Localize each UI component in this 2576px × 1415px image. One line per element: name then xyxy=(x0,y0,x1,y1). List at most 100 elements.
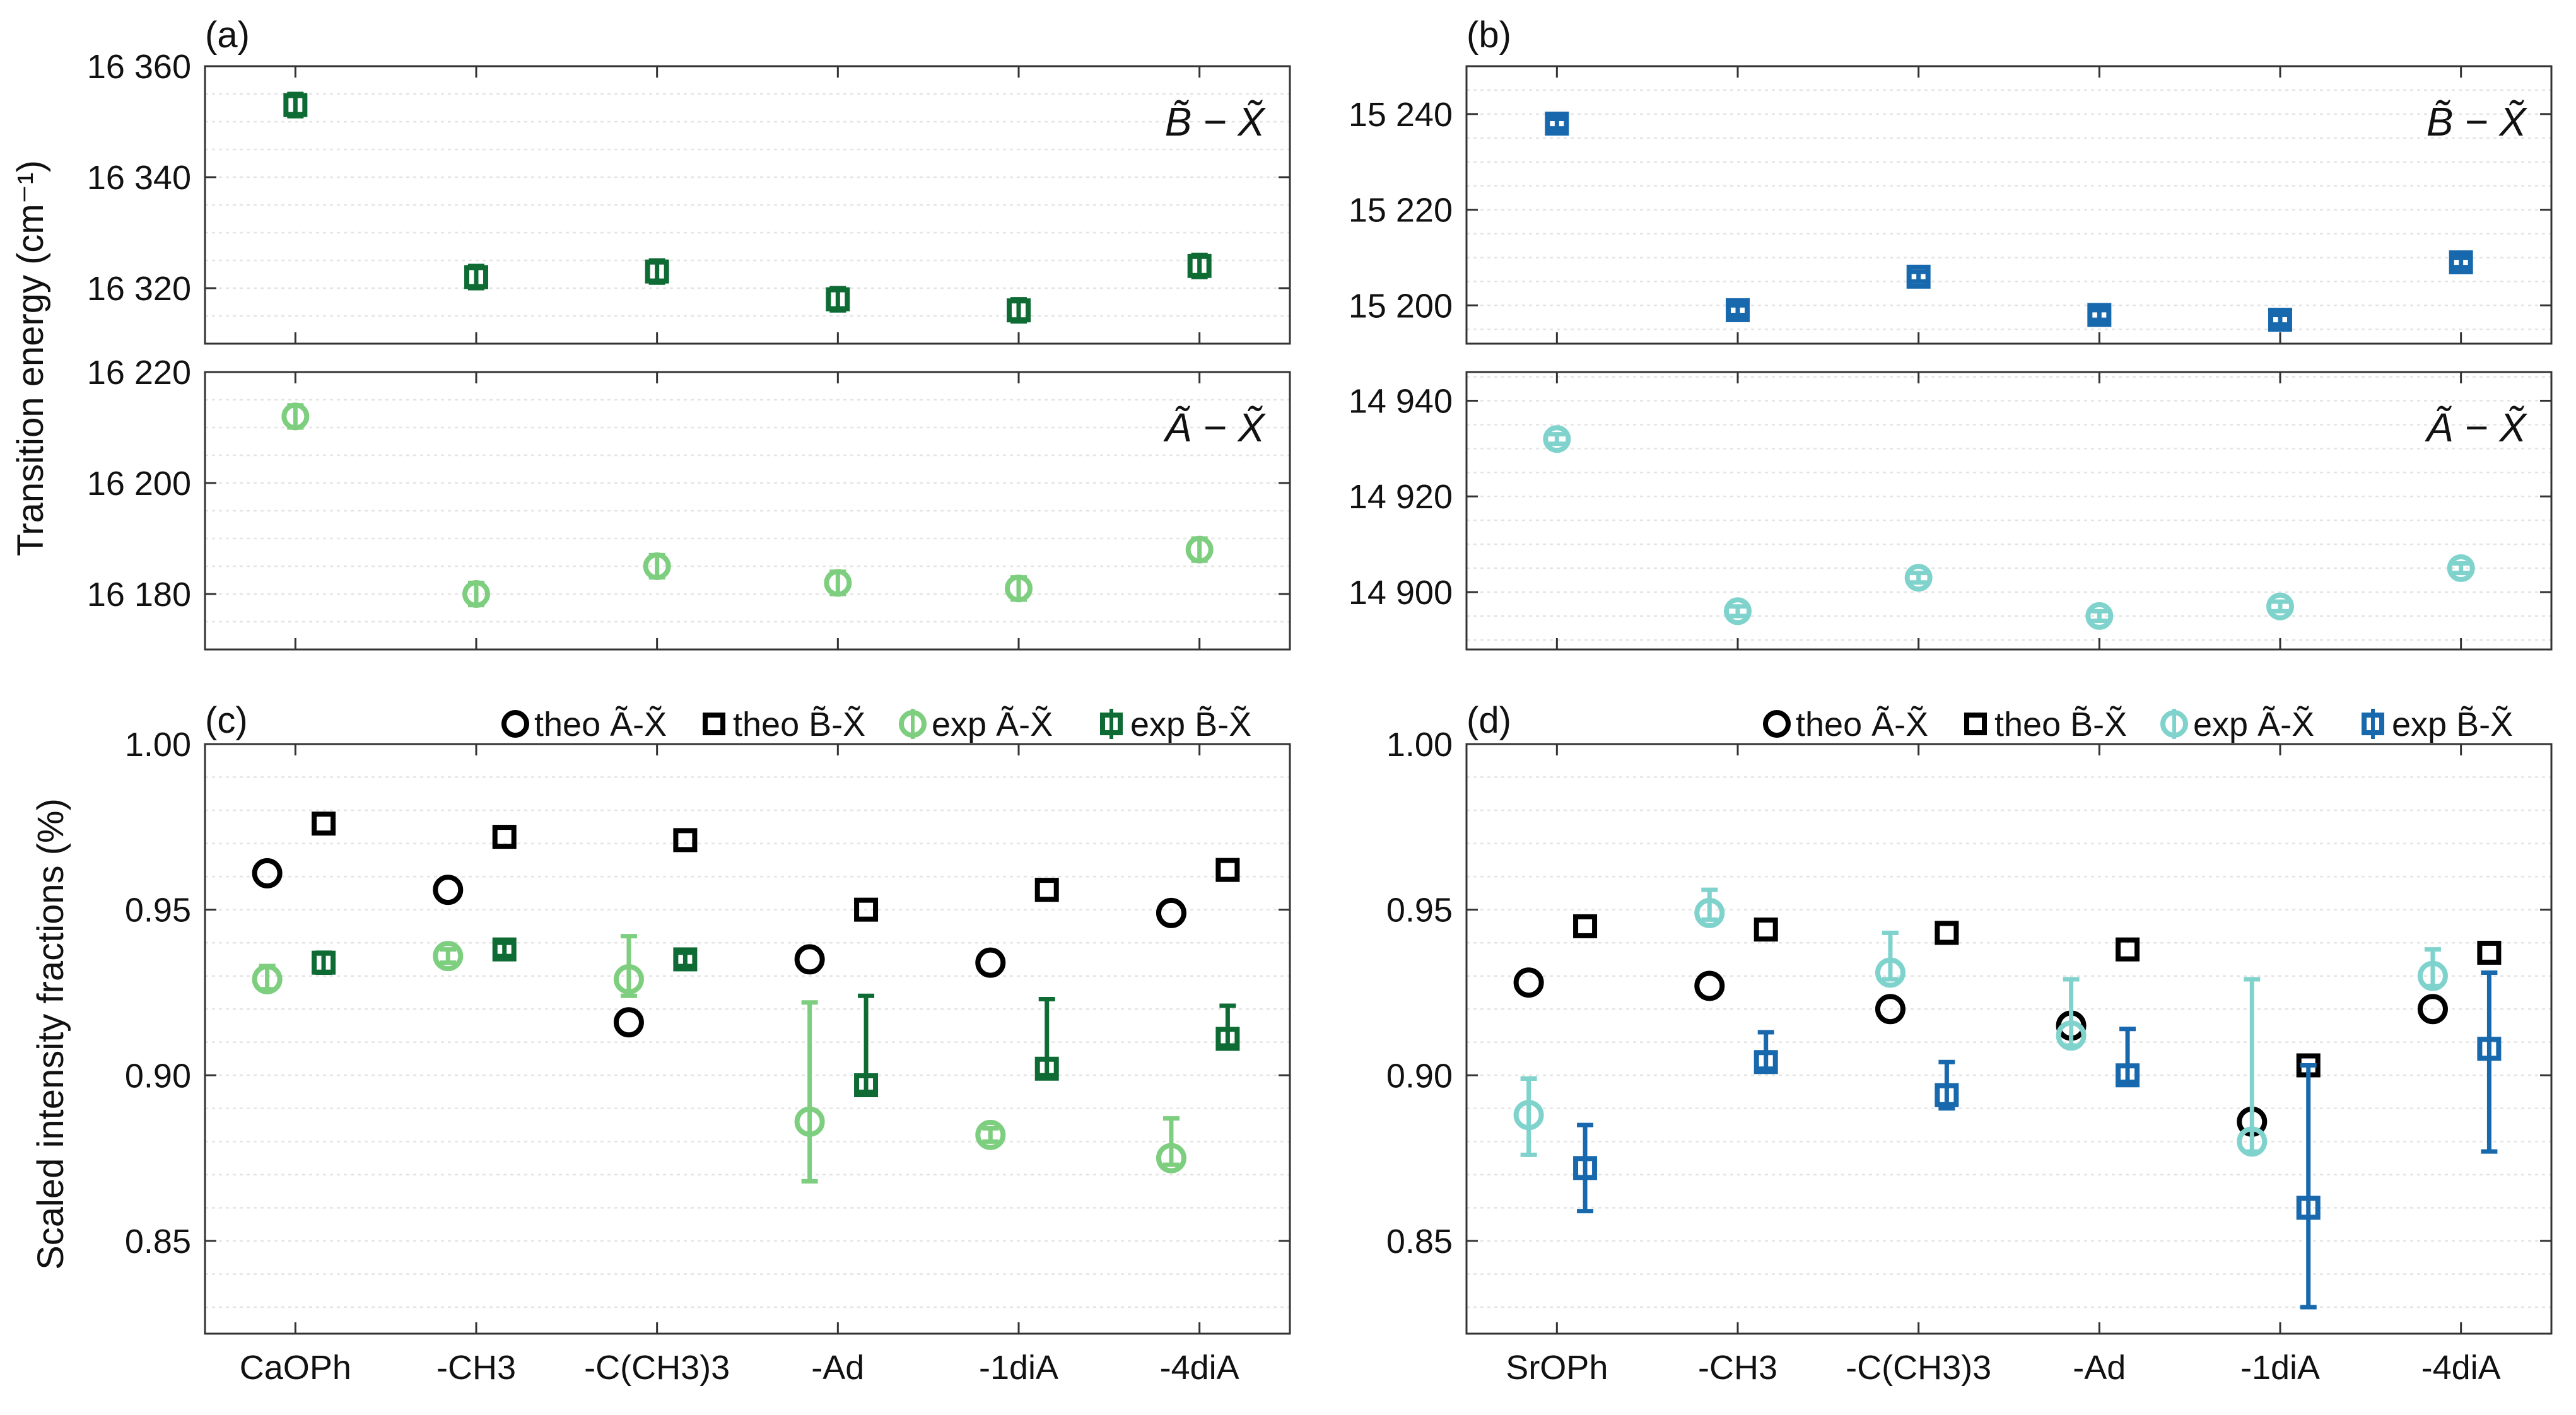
exp-B-point xyxy=(1007,298,1031,323)
exp-A-point xyxy=(794,1106,825,1137)
legend-label: theo B̃-X̃ xyxy=(733,706,865,743)
y-tick-label: 1.00 xyxy=(125,726,191,764)
exp-B-point xyxy=(464,265,488,289)
x-tick-label: -C(CH3)3 xyxy=(584,1349,730,1387)
theo-B-point xyxy=(1215,858,1240,882)
y-tick-label: 15 200 xyxy=(1349,287,1453,325)
exp-B-point xyxy=(2087,303,2112,327)
x-tick-label: -4diA xyxy=(2421,1349,2501,1387)
exp-A-point xyxy=(1724,597,1752,626)
y-tick-label: 16 180 xyxy=(87,576,191,614)
transition-annotation: Ã − X̃ xyxy=(1163,405,1267,450)
legend-marker xyxy=(1964,713,1987,735)
panel-b: (b) 15 200 15 220 15 240 B̃ − X̃ 14 900 14 920… xyxy=(1349,15,2553,651)
exp-A-point xyxy=(1694,897,1725,928)
subplot-a-1: 16 180 16 200 16 220 Ã − X̃ xyxy=(87,354,1291,651)
theo-A-point xyxy=(1513,967,1544,998)
theo-A-point xyxy=(2417,994,2448,1025)
exp-A-point xyxy=(1513,1100,1544,1131)
theo-B-point xyxy=(854,897,879,922)
y-tick-label: 16 320 xyxy=(87,270,191,308)
axes-box xyxy=(204,65,1291,345)
theo-B-point xyxy=(492,825,517,849)
y-tick-label: 16 200 xyxy=(87,465,191,503)
panel-label: (b) xyxy=(1467,15,1511,55)
y-tick-label: 15 220 xyxy=(1349,192,1453,230)
exp-A-point xyxy=(2237,1126,2268,1157)
theo-B-point xyxy=(1753,917,1778,942)
exp-B-point xyxy=(283,93,308,117)
legend-label: exp Ã-X̃ xyxy=(932,706,1053,743)
panel-label: (c) xyxy=(205,700,248,741)
exp-B-point xyxy=(2268,308,2292,332)
panel-label: (d) xyxy=(1467,700,1511,741)
series-0 xyxy=(1513,967,2448,1137)
exp-B-point xyxy=(1034,1056,1059,1081)
legend-marker xyxy=(899,710,927,738)
exp-B-point xyxy=(492,937,517,962)
legend-label: exp Ã-X̃ xyxy=(2193,706,2314,743)
theo-B-point xyxy=(312,812,336,836)
x-tick-label: -CH3 xyxy=(436,1349,516,1387)
exp-B-point xyxy=(673,947,698,972)
exp-A-point xyxy=(1875,957,1906,988)
exp-A-point xyxy=(975,1119,1006,1150)
y-tick-label: 0.90 xyxy=(1386,1057,1453,1095)
theo-A-point xyxy=(613,1007,644,1038)
y-tick-label: 0.95 xyxy=(125,892,191,929)
y-axis-label: Scaled intensity fractions (%) xyxy=(30,798,71,1270)
axes-box xyxy=(1465,65,2553,345)
theo-A-point xyxy=(975,947,1006,978)
exp-A-point xyxy=(1156,1143,1186,1173)
x-tick-label: -Ad xyxy=(811,1349,864,1387)
panel-label: (a) xyxy=(205,15,250,55)
axes-box xyxy=(1465,371,2553,651)
panel-c: (c) 0.85 0.90 0.95 1.00 CaOPh -CH3 -C(CH3)3 -Ad -… xyxy=(30,700,1291,1387)
exp-B-point xyxy=(1215,1027,1240,1051)
exp-A-point xyxy=(643,552,671,580)
y-tick-label: 1.00 xyxy=(1386,726,1453,764)
exp-B-point xyxy=(2449,250,2473,275)
legend-marker xyxy=(501,710,529,738)
y-tick-label: 16 220 xyxy=(87,354,191,392)
series-3 xyxy=(312,937,1240,1098)
exp-A-point xyxy=(1904,564,1933,592)
exp-A-point xyxy=(252,964,283,994)
exp-B-point xyxy=(1726,298,1750,322)
series-0 xyxy=(252,858,1186,1038)
legend: theo Ã-X̃ theo B̃-X̃ exp Ã-X̃ exp B̃-X̃ xyxy=(501,706,1251,743)
exp-B-point xyxy=(1935,1083,1959,1107)
legend-label: exp B̃-X̃ xyxy=(1130,706,1251,743)
exp-A-point xyxy=(824,569,852,597)
exp-A-point xyxy=(2085,602,2114,630)
theo-B-point xyxy=(2477,940,2502,965)
legend-label: exp B̃-X̃ xyxy=(2392,706,2513,743)
legend-marker xyxy=(1100,713,1123,735)
axes-box xyxy=(204,743,1291,1335)
panel-d: (d) 0.85 0.90 0.95 1.00 SrOPh -CH3 -C(CH3)3 -Ad -… xyxy=(1386,700,2553,1387)
exp-A-point xyxy=(2447,554,2475,583)
subplot-a-0: 16 320 16 340 16 360 B̃ − X̃ xyxy=(87,48,1291,345)
exp-A-point xyxy=(2266,592,2294,620)
exp-A-point xyxy=(1005,574,1033,603)
transition-annotation: Ã − X̃ xyxy=(2425,405,2528,450)
legend-label: theo B̃-X̃ xyxy=(1994,706,2127,743)
exp-A-point xyxy=(1185,535,1214,564)
series-1 xyxy=(312,812,1240,922)
y-tick-label: 14 920 xyxy=(1349,478,1453,516)
y-tick-label: 0.90 xyxy=(125,1057,191,1095)
exp-A-point xyxy=(281,402,310,431)
theo-A-point xyxy=(1156,897,1186,928)
exp-A-point xyxy=(2417,960,2448,991)
exp-B-point xyxy=(2116,1063,2140,1088)
exp-B-point xyxy=(645,259,669,284)
exp-B-point xyxy=(2477,1037,2502,1061)
exp-B-point xyxy=(1573,1156,1598,1180)
theo-B-point xyxy=(1573,914,1598,938)
y-tick-label: 16 340 xyxy=(87,159,191,197)
theo-A-point xyxy=(1694,970,1725,1001)
x-tick-label: -4diA xyxy=(1160,1349,1239,1387)
subplot-b-0: 15 200 15 220 15 240 B̃ − X̃ xyxy=(1349,65,2553,345)
axes-box xyxy=(204,371,1291,651)
theo-A-point xyxy=(1875,994,1906,1025)
